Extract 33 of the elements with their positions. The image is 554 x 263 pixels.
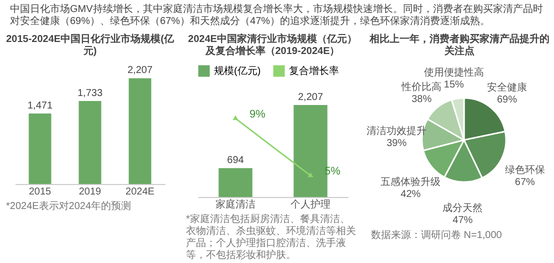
legend-label: 规模(亿元) <box>214 65 260 77</box>
data-label: 38% <box>411 94 432 105</box>
data-label: 9% <box>249 108 266 120</box>
x-tick-label: 家庭清洁 <box>215 198 255 210</box>
data-label: 69% <box>496 94 517 106</box>
data-label: 2,207 <box>127 65 153 76</box>
x-tick-label: 2015 <box>28 186 52 198</box>
slice-label: 成分天然 <box>442 202 482 214</box>
slice-label: 使用便捷性高 <box>423 66 484 79</box>
chart-title: 相比上一年，消费者购买家清产品提升的关注点 <box>368 34 550 59</box>
data-label: 67% <box>514 177 535 188</box>
legend-label: 复合增长率 <box>288 65 338 77</box>
text: 中国日化市场GMV持续增长，其中家庭清洁市场规模复合增长率大，市场规模快速增长。同时，消费者在购买家清产品时对安全健康（69%）、绿色环保（67%）和天然成分（47%）的追求逐渐提升，绿色环保家清消费逐渐成熟。 <box>9 2 544 29</box>
x-tick-label: 个人护理 <box>290 198 330 210</box>
slice-label: 绿色环保 <box>504 164 544 176</box>
chart-title: 2015-2024E中国日化行业市场规模(亿元) <box>5 34 175 59</box>
data-label: 2,207 <box>297 92 323 104</box>
data-label: 39% <box>386 138 406 149</box>
data-label: 15% <box>443 80 464 91</box>
text: *家庭清洁包括厨房清洁、餐具清洁、衣物清洁、杀虫驱蚊、环境清洁等相关产品；个人护理指口腔清洁、洗手液等，不包括彩妆和护肤。 <box>185 214 357 262</box>
x-tick-label: 2024E <box>126 186 155 198</box>
data-label: 1,471 <box>27 100 53 112</box>
x-tick-label: 2019 <box>78 186 102 198</box>
data-label: 694 <box>226 155 244 166</box>
data-label: 42% <box>400 189 420 200</box>
source-note: 数据来源：调研问卷 N=1,000 <box>370 230 503 242</box>
slice-label: 五感体验升级 <box>380 176 440 188</box>
data-label: 47% <box>452 214 472 226</box>
text: *2024E表示对2024年的预测 <box>5 201 132 213</box>
slice-label: 安全健康 <box>486 81 526 94</box>
chart-title: 2024E中国家清行业市场规模（亿元）及复合增长率（2019-2024E） <box>187 34 358 59</box>
data-label: 1,733 <box>77 88 103 99</box>
slice-label: 性价比高 <box>400 80 442 93</box>
